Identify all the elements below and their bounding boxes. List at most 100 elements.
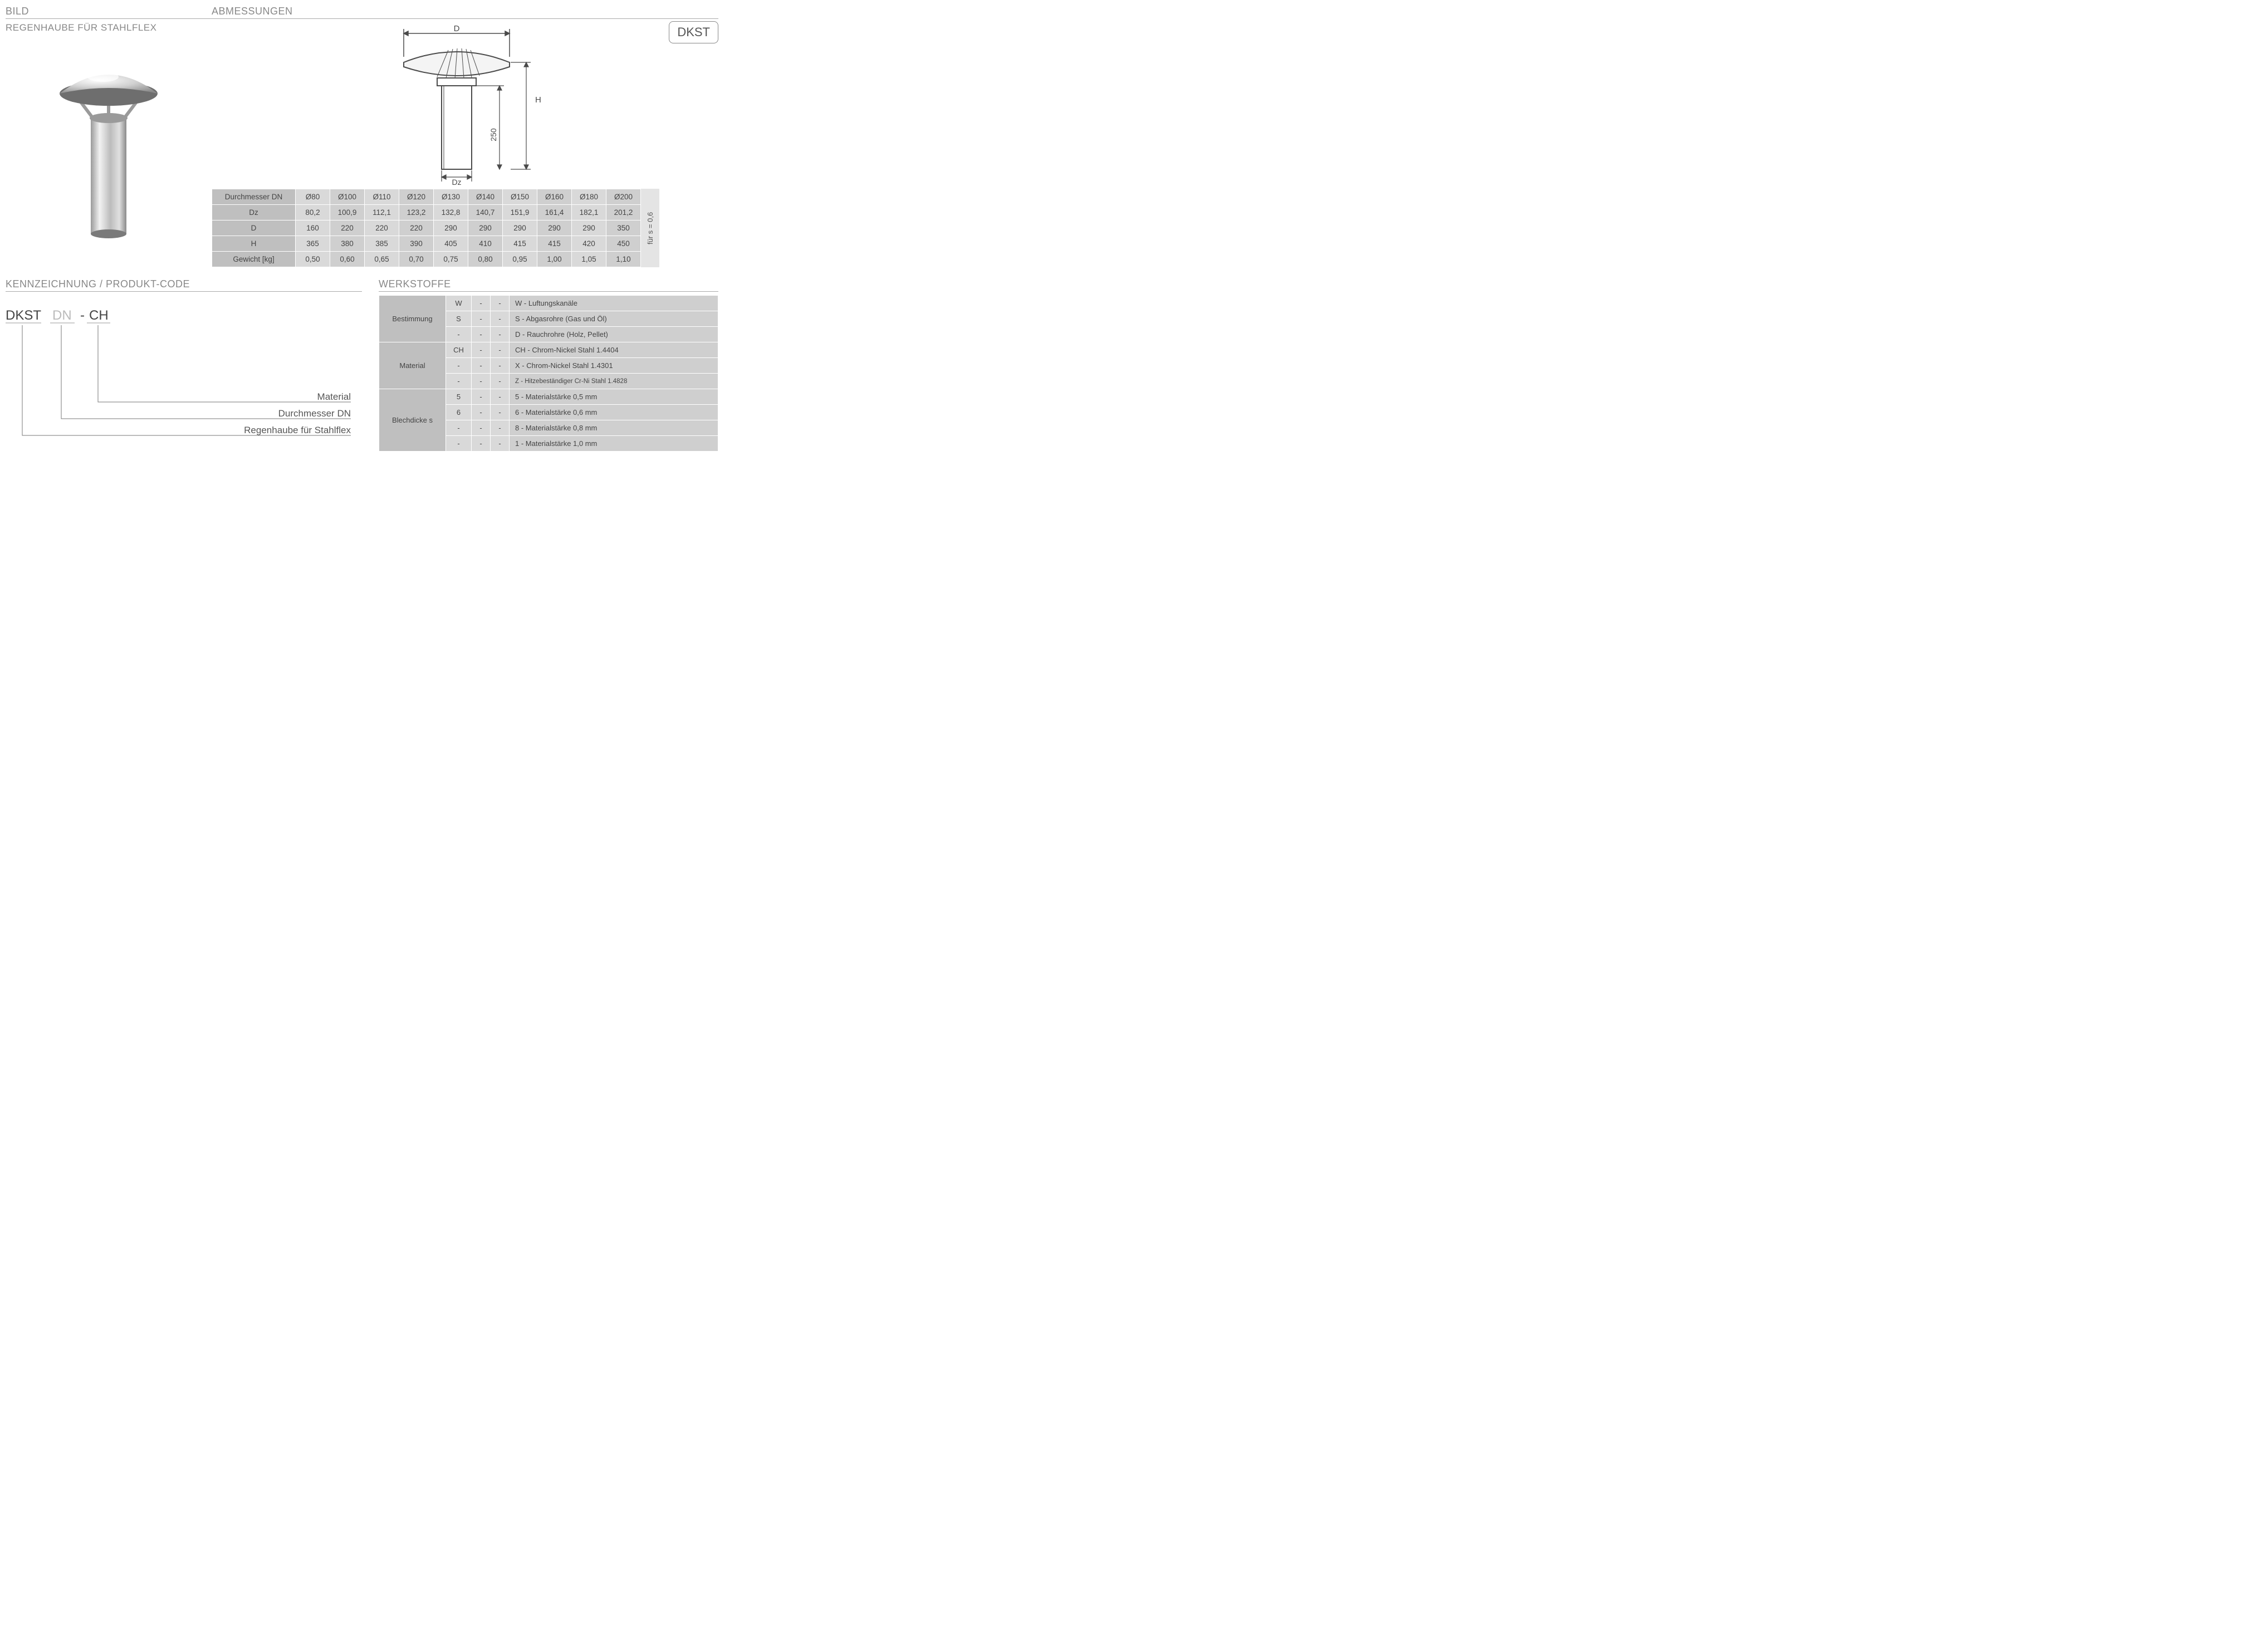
dim-row-header: H	[212, 236, 296, 252]
svg-text:Material: Material	[317, 391, 351, 402]
werk-code-cell: -	[491, 311, 510, 327]
svg-text:-: -	[80, 308, 85, 323]
svg-text:250: 250	[489, 128, 498, 141]
werk-desc-cell: D - Rauchrohre (Holz, Pellet)	[510, 327, 718, 342]
svg-text:D: D	[454, 24, 460, 33]
werk-code-cell: -	[491, 405, 510, 420]
werk-code-cell: -	[472, 389, 491, 405]
werk-desc-cell: CH - Chrom-Nickel Stahl 1.4404	[510, 342, 718, 358]
dim-cell: 385	[365, 236, 399, 252]
dim-cell: Ø110	[365, 189, 399, 205]
dim-cell: 415	[537, 236, 572, 252]
dim-cell: 290	[537, 220, 572, 236]
dim-cell: 0,95	[503, 252, 537, 267]
heading-bild: BILD	[6, 6, 212, 19]
dim-cell: 290	[468, 220, 503, 236]
werk-code-cell: -	[472, 311, 491, 327]
werk-group-label: Material	[379, 342, 446, 389]
dim-cell: 415	[503, 236, 537, 252]
werk-code-cell: -	[472, 405, 491, 420]
werk-group-label: Blechdicke s	[379, 389, 446, 452]
dim-cell: 201,2	[606, 205, 641, 220]
dim-row-header: D	[212, 220, 296, 236]
werk-code-cell: -	[491, 296, 510, 311]
dim-cell: 290	[572, 220, 606, 236]
dim-row-header: Durchmesser DN	[212, 189, 296, 205]
dim-cell: 410	[468, 236, 503, 252]
werk-code-cell: CH	[446, 342, 472, 358]
dim-cell: 0,60	[330, 252, 365, 267]
svg-text:Durchmesser DN: Durchmesser DN	[278, 408, 351, 419]
werk-desc-cell: 6 - Materialstärke 0,6 mm	[510, 405, 718, 420]
svg-text:CH: CH	[89, 308, 109, 323]
dim-cell: 365	[296, 236, 330, 252]
dim-cell: Ø130	[434, 189, 468, 205]
heading-werkstoffe: WERKSTOFFE	[379, 278, 718, 292]
dim-cell: 0,80	[468, 252, 503, 267]
dim-cell: 405	[434, 236, 468, 252]
dim-cell: 290	[503, 220, 537, 236]
werkstoffe-table: BestimmungW--W - LuftungskanäleS--S - Ab…	[379, 295, 718, 452]
dim-cell: Ø120	[399, 189, 434, 205]
dim-cell: 1,05	[572, 252, 606, 267]
dim-cell: 160	[296, 220, 330, 236]
werk-code-cell: -	[491, 342, 510, 358]
werk-code-cell: -	[491, 358, 510, 374]
werk-code-cell: -	[472, 420, 491, 436]
dim-cell: 80,2	[296, 205, 330, 220]
dim-cell: Ø180	[572, 189, 606, 205]
werk-code-cell: -	[446, 420, 472, 436]
dim-cell: 220	[330, 220, 365, 236]
subheading: REGENHAUBE FÜR STAHLFLEX	[6, 22, 212, 33]
dim-cell: 420	[572, 236, 606, 252]
dim-cell: 0,65	[365, 252, 399, 267]
werk-code-cell: 5	[446, 389, 472, 405]
werk-code-cell: -	[491, 436, 510, 452]
dim-cell: 132,8	[434, 205, 468, 220]
dim-cell: 450	[606, 236, 641, 252]
werk-code-cell: -	[472, 436, 491, 452]
dim-cell: 0,75	[434, 252, 468, 267]
heading-kennzeichnung: KENNZEICHNUNG / PRODUKT-CODE	[6, 278, 362, 292]
dim-cell: 100,9	[330, 205, 365, 220]
werk-desc-cell: W - Luftungskanäle	[510, 296, 718, 311]
werk-desc-cell: 1 - Materialstärke 1,0 mm	[510, 436, 718, 452]
heading-abmessungen: ABMESSUNGEN	[212, 6, 718, 19]
svg-text:H: H	[535, 95, 541, 105]
dimension-table: Durchmesser DNØ80Ø100Ø110Ø120Ø130Ø140Ø15…	[212, 189, 641, 267]
dim-cell: 112,1	[365, 205, 399, 220]
svg-text:DKST: DKST	[6, 308, 41, 323]
dim-cell: 220	[399, 220, 434, 236]
dim-cell: 290	[434, 220, 468, 236]
dim-cell: Ø80	[296, 189, 330, 205]
werk-group-label: Bestimmung	[379, 296, 446, 342]
werk-desc-cell: S - Abgasrohre (Gas und Öl)	[510, 311, 718, 327]
dim-cell: 390	[399, 236, 434, 252]
werk-code-cell: W	[446, 296, 472, 311]
werk-code-cell: -	[491, 389, 510, 405]
dim-row-header: Dz	[212, 205, 296, 220]
werk-code-cell: -	[491, 327, 510, 342]
werk-code-cell: -	[446, 374, 472, 389]
dim-cell: 1,00	[537, 252, 572, 267]
dim-cell: 0,70	[399, 252, 434, 267]
dim-cell: 151,9	[503, 205, 537, 220]
dim-cell: 161,4	[537, 205, 572, 220]
dim-cell: Ø160	[537, 189, 572, 205]
dim-cell: 123,2	[399, 205, 434, 220]
werk-code-cell: -	[472, 374, 491, 389]
werk-code-cell: -	[446, 436, 472, 452]
dim-cell: 1,10	[606, 252, 641, 267]
werk-desc-cell: Z - Hitzebeständiger Cr-Ni Stahl 1.4828	[510, 374, 718, 389]
product-photo	[6, 50, 212, 241]
dim-cell: 220	[365, 220, 399, 236]
werk-code-cell: -	[446, 358, 472, 374]
werk-code-cell: -	[491, 374, 510, 389]
werk-code-cell: S	[446, 311, 472, 327]
dim-cell: 140,7	[468, 205, 503, 220]
werk-code-cell: -	[472, 327, 491, 342]
dim-cell: Ø150	[503, 189, 537, 205]
werk-code-cell: -	[491, 420, 510, 436]
dim-cell: Ø140	[468, 189, 503, 205]
dimension-diagram: D	[212, 23, 718, 187]
